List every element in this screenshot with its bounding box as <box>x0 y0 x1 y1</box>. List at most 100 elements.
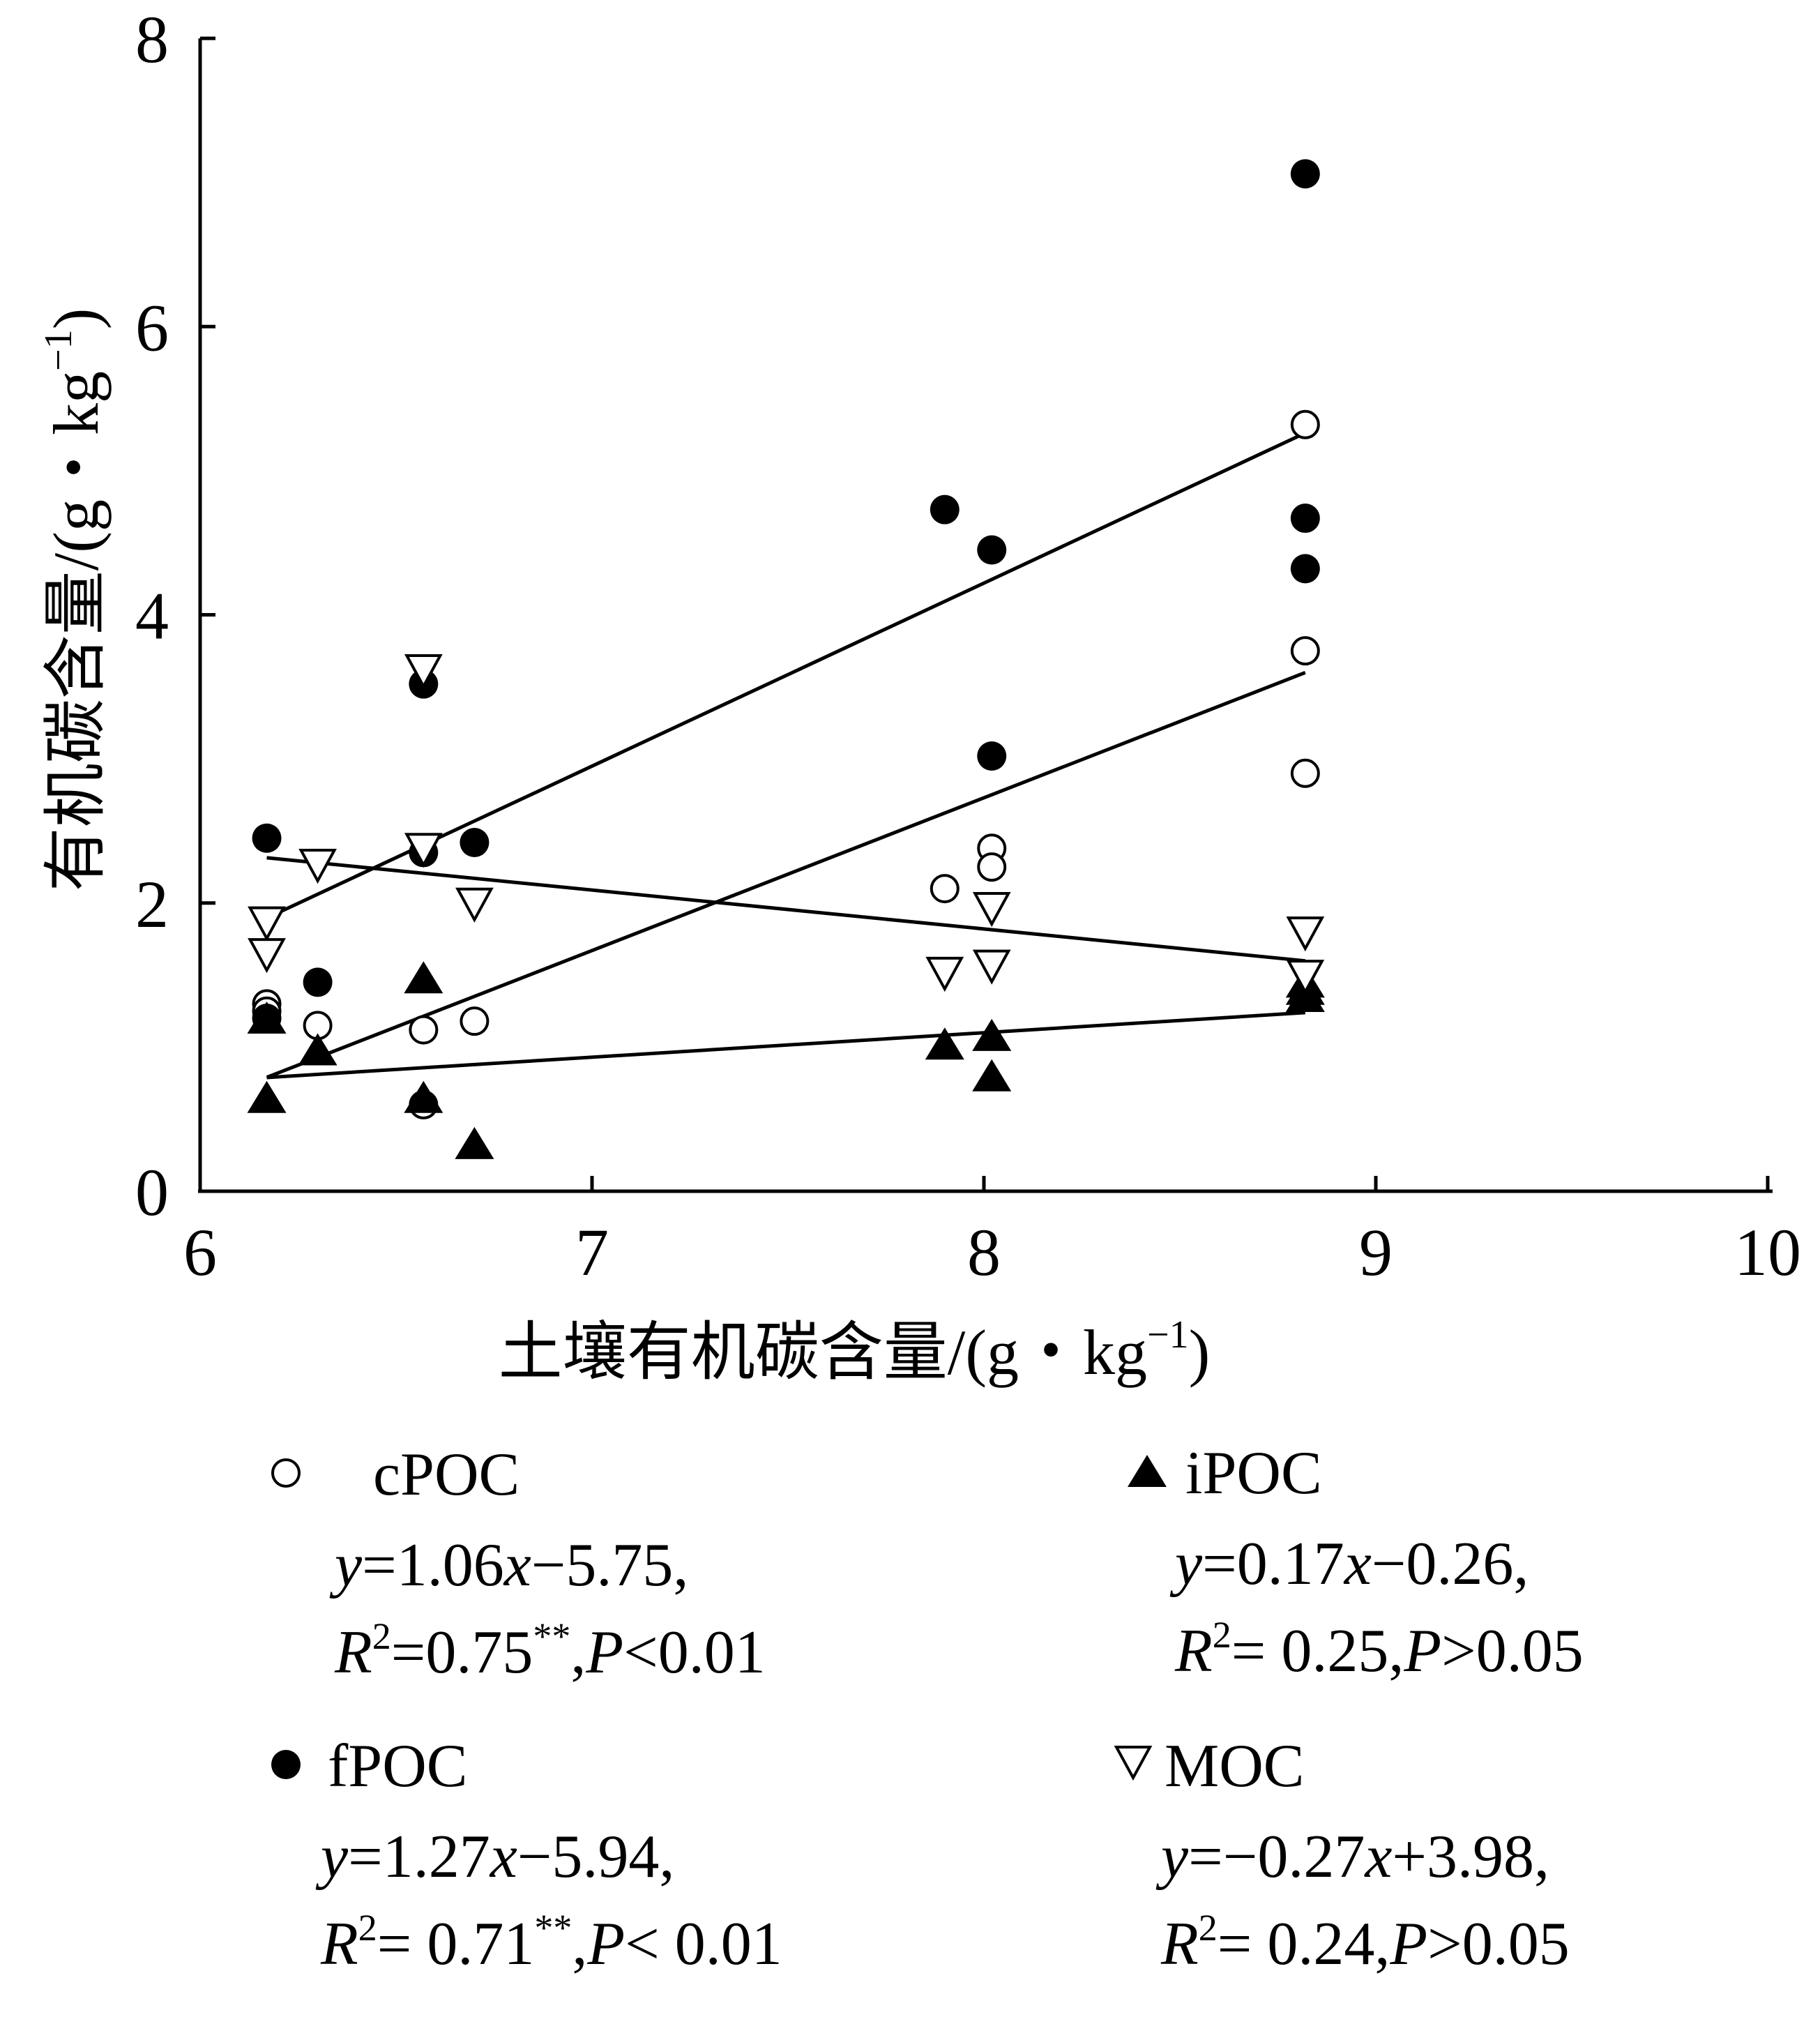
stats-R: R <box>320 1910 358 1978</box>
legend-stats-cPOC: R2=0.75**,P<0.01 <box>334 1615 766 1686</box>
point-cPOC <box>1290 758 1320 788</box>
legend-stats-fPOC: R2= 0.71**,P< 0.01 <box>320 1907 782 1978</box>
x-tick-label: 8 <box>967 1215 1001 1290</box>
point-iPOC <box>455 1126 494 1159</box>
eq-coef: =0.17 <box>1202 1530 1344 1598</box>
point-MOC <box>404 833 443 868</box>
stats-R: R <box>334 1619 372 1686</box>
fit-line-MOC <box>266 856 1306 963</box>
stats-sep: , <box>570 1619 586 1686</box>
point-MOC <box>1286 916 1325 952</box>
point-fPOC <box>977 535 1007 565</box>
point-iPOC <box>972 1059 1012 1091</box>
point-MOC <box>925 956 964 992</box>
stats-R-sup: 2 <box>372 1615 391 1657</box>
legend-marker-fPOC <box>271 1750 301 1779</box>
fit-line-cPOC <box>266 670 1306 1080</box>
x-tick-label: 6 <box>183 1215 217 1290</box>
legend-label-cPOC: cPOC <box>373 1441 520 1509</box>
eq-coef: =1.06 <box>362 1532 504 1599</box>
stats-R-sup: 2 <box>358 1907 377 1949</box>
point-cPOC <box>460 1006 490 1036</box>
stats-R-value: = 0.25 <box>1231 1617 1389 1685</box>
legend-label-fPOC: fPOC <box>328 1732 468 1800</box>
y-axis-title: 有机碳含量/(g・kg−1) <box>37 308 112 891</box>
legend: cPOCy=1.06x−5.75,R2=0.75**,P<0.01fPOCy=1… <box>271 1440 1584 1978</box>
stats-sep: , <box>1374 1910 1390 1978</box>
eq-coef: =1.27 <box>348 1823 490 1891</box>
x-tick-label: 7 <box>575 1215 609 1290</box>
stats-R: R <box>1174 1617 1213 1685</box>
point-iPOC <box>972 1018 1012 1051</box>
eq-tail: −5.94, <box>517 1823 675 1891</box>
point-iPOC <box>247 1002 287 1034</box>
stats-sep: , <box>1388 1617 1404 1685</box>
y-tick-label: 2 <box>135 867 169 942</box>
stats-P: P <box>585 1619 623 1686</box>
eq-y: y <box>329 1532 363 1599</box>
point-fPOC <box>1290 159 1320 189</box>
point-MOC <box>972 891 1011 928</box>
point-cPOC <box>1290 636 1320 666</box>
stats-R-value: = 0.71 <box>377 1910 535 1978</box>
x-axis-title: 土壤有机碳含量/(g・kg−1) <box>499 1313 1210 1388</box>
eq-tail: −0.26, <box>1372 1530 1529 1598</box>
stats-R-value: = 0.24 <box>1218 1910 1375 1978</box>
eq-x: x <box>503 1532 531 1599</box>
point-cPOC <box>409 1015 439 1045</box>
stats-significance: ** <box>533 1615 570 1657</box>
eq-x: x <box>1343 1530 1372 1598</box>
point-MOC <box>248 906 286 942</box>
y-tick-label: 8 <box>135 2 169 77</box>
point-MOC <box>972 949 1011 985</box>
legend-stats-MOC: R2= 0.24,P>0.05 <box>1160 1907 1570 1978</box>
legend-marker-MOC <box>1114 1746 1153 1781</box>
point-fPOC <box>1290 554 1320 584</box>
point-fPOC <box>1290 504 1320 534</box>
axes <box>198 38 1773 1193</box>
point-iPOC <box>925 1027 964 1060</box>
eq-x: x <box>489 1823 517 1891</box>
point-fPOC <box>977 741 1007 771</box>
legend-label-iPOC: iPOC <box>1185 1440 1322 1507</box>
eq-y: y <box>1155 1823 1189 1891</box>
legend-equation-cPOC: y=1.06x−5.75, <box>329 1532 688 1599</box>
stats-P-cond: <0.01 <box>623 1619 766 1686</box>
point-MOC <box>298 848 337 884</box>
point-MOC <box>404 654 443 690</box>
legend-stats-iPOC: R2= 0.25,P>0.05 <box>1174 1614 1584 1685</box>
stats-P-cond: >0.05 <box>1441 1617 1584 1685</box>
point-iPOC <box>404 961 443 994</box>
point-iPOC <box>404 1080 443 1113</box>
legend-equation-fPOC: y=1.27x−5.94, <box>315 1823 674 1891</box>
stats-P: P <box>586 1910 625 1978</box>
data-points <box>247 159 1325 1159</box>
point-fPOC <box>303 967 333 997</box>
stats-P: P <box>1403 1617 1441 1685</box>
y-tick-label: 4 <box>135 579 169 654</box>
legend-marker-cPOC <box>271 1458 301 1488</box>
fit-line-iPOC <box>266 1011 1305 1080</box>
eq-coef: =−0.27 <box>1188 1823 1365 1891</box>
point-iPOC <box>1285 980 1325 1013</box>
legend-marker-iPOC <box>1128 1455 1167 1487</box>
stats-P: P <box>1389 1910 1427 1978</box>
point-iPOC <box>298 1033 338 1066</box>
eq-tail: −5.75, <box>531 1532 689 1599</box>
x-tick-label: 10 <box>1734 1215 1801 1290</box>
point-fPOC <box>460 827 490 857</box>
point-MOC <box>1286 960 1325 995</box>
stats-P-cond: < 0.01 <box>625 1910 782 1978</box>
y-tick-label: 6 <box>135 290 169 365</box>
point-iPOC <box>247 1080 287 1113</box>
stats-R-sup: 2 <box>1213 1614 1231 1656</box>
stats-R: R <box>1160 1910 1199 1978</box>
legend-equation-MOC: y=−0.27x+3.98, <box>1155 1823 1549 1891</box>
point-cPOC <box>930 874 960 904</box>
eq-tail: +3.98, <box>1392 1823 1549 1891</box>
eq-x: x <box>1363 1823 1392 1891</box>
stats-R-sup: 2 <box>1199 1907 1218 1949</box>
stats-significance: ** <box>534 1907 572 1949</box>
point-MOC <box>455 887 494 923</box>
